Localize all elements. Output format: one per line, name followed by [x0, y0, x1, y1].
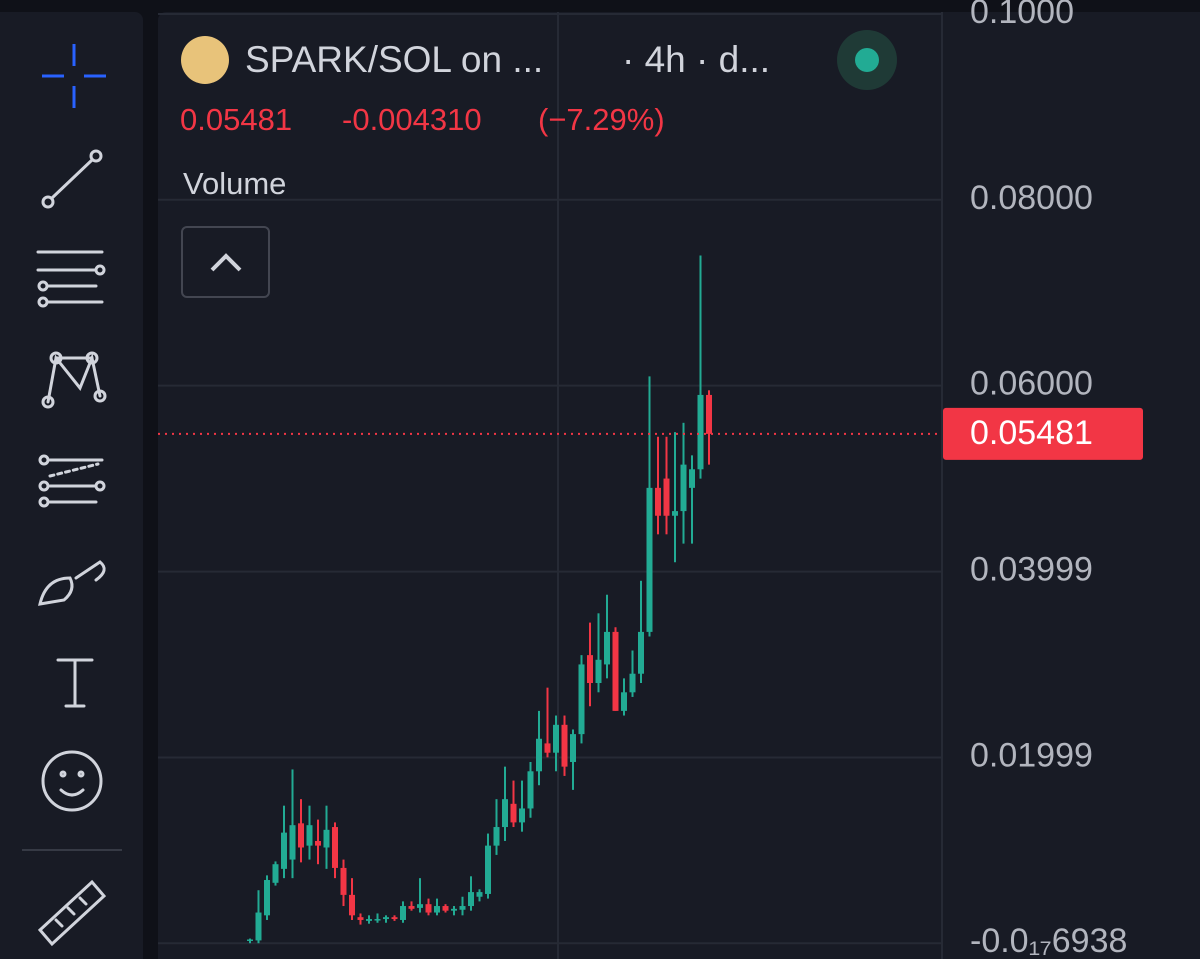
- last-price-box: [943, 407, 1143, 460]
- candle-body: [400, 906, 406, 920]
- candle-body: [604, 631, 610, 665]
- candle-body: [621, 692, 627, 711]
- interval[interactable]: · 4h · d...: [622, 39, 770, 80]
- y-tick-label: -0.0₁₇6938: [970, 922, 1127, 959]
- last-price-label: 0.05481: [970, 414, 1093, 452]
- candle-body: [247, 939, 253, 941]
- candle-body: [332, 827, 338, 868]
- candle-body: [442, 906, 449, 911]
- plot: [158, 12, 943, 959]
- candle-body: [655, 487, 661, 516]
- candle-body: [264, 880, 270, 916]
- y-tick-label: 0.08000: [970, 179, 1093, 217]
- candle-body: [697, 394, 704, 470]
- candle-body: [502, 799, 508, 828]
- candle-body: [315, 840, 321, 846]
- candle-body: [323, 829, 330, 848]
- candle-body: [425, 904, 432, 913]
- candle-body: [272, 864, 279, 883]
- price: 0.05481: [180, 102, 292, 137]
- candle-body: [587, 655, 593, 684]
- candle-body: [544, 743, 551, 753]
- candle-body: [629, 673, 636, 693]
- change-pct: (−7.29%): [538, 102, 665, 137]
- forecast-tool[interactable]: [38, 454, 106, 508]
- text-tool[interactable]: [56, 658, 94, 708]
- indicator-label[interactable]: Volume: [183, 166, 286, 201]
- token-logo: [181, 36, 229, 84]
- candle-body: [510, 803, 517, 823]
- candle-body: [340, 867, 347, 895]
- candle-body: [289, 825, 296, 860]
- chart-panel: [158, 12, 1200, 959]
- y-tick-label: 0.01999: [970, 736, 1093, 774]
- candle-body: [366, 919, 372, 921]
- emoji-tool[interactable]: [41, 750, 103, 812]
- ruler-tool[interactable]: [37, 879, 107, 947]
- candle-body: [459, 906, 466, 910]
- y-tick-label: 0.06000: [970, 365, 1093, 403]
- candle-body: [493, 827, 500, 846]
- candle-body: [612, 631, 619, 711]
- candle-body: [383, 917, 389, 920]
- y-tick-label: 0.03999: [970, 551, 1093, 589]
- candle-body: [417, 904, 423, 908]
- crosshair-tool[interactable]: [42, 44, 106, 108]
- candle-body: [706, 394, 712, 434]
- y-tick-label: 0.1000: [970, 0, 1074, 31]
- candle-body: [689, 469, 695, 488]
- candle-body: [485, 845, 491, 894]
- candle-body: [476, 892, 483, 897]
- candle-body: [349, 894, 355, 916]
- collapse-button[interactable]: [181, 226, 270, 298]
- candle-body: [536, 738, 542, 772]
- candle-body: [519, 808, 525, 823]
- candle-body: [255, 912, 262, 941]
- candle-body: [527, 771, 534, 809]
- trend-line-tool[interactable]: [41, 149, 103, 209]
- candle-body: [595, 659, 602, 684]
- candle-body: [391, 917, 398, 920]
- candle-body: [306, 825, 313, 846]
- candle-body: [434, 906, 440, 913]
- candle-body: [451, 908, 457, 911]
- symbol[interactable]: SPARK/SOL on ...: [245, 39, 543, 80]
- candle-body: [468, 892, 474, 907]
- candle-body: [553, 724, 559, 753]
- change: -0.004310: [342, 102, 482, 137]
- candle-body: [561, 724, 568, 767]
- candle-body: [578, 664, 585, 735]
- candle-body: [357, 917, 364, 920]
- brush-tool[interactable]: [38, 560, 106, 606]
- candle-body: [672, 511, 678, 516]
- candle-body: [298, 823, 304, 848]
- candle-body: [638, 631, 644, 674]
- candle-body: [646, 487, 653, 632]
- pattern-tool[interactable]: [41, 351, 107, 409]
- candle-body: [408, 906, 415, 909]
- candle-body: [374, 919, 381, 921]
- candle-body: [281, 832, 287, 869]
- candle-body: [680, 464, 687, 512]
- status-dot: [855, 48, 879, 72]
- fib-tool[interactable]: [36, 250, 106, 308]
- candle-body: [663, 478, 670, 516]
- candle-body: [570, 734, 576, 762]
